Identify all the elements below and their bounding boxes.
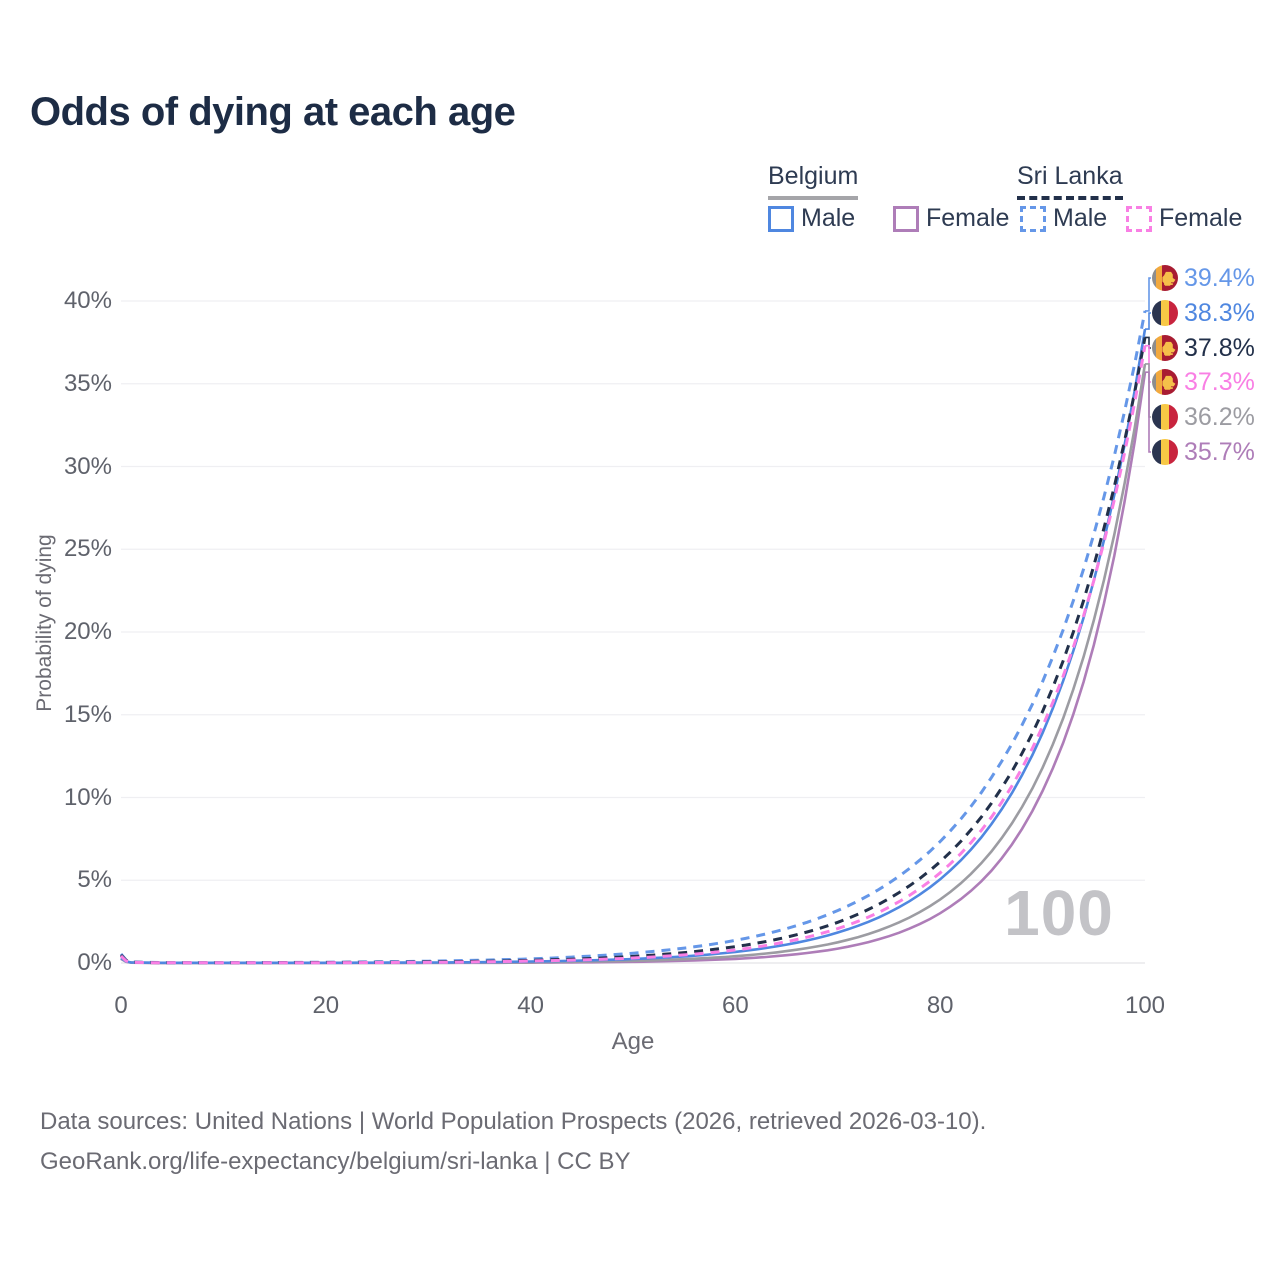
end-label-belgium-female: 35.7% — [1152, 438, 1255, 466]
series-line-belgium-male — [120, 328, 1147, 965]
belgium-flag-icon — [1152, 404, 1178, 430]
legend-group-sri-lanka[interactable]: Sri Lanka — [1017, 162, 1123, 200]
x-tick-label: 40 — [517, 992, 544, 1019]
end-label-belgium-male: 38.3% — [1152, 299, 1255, 327]
hover-age-watermark: 100 — [1004, 877, 1114, 949]
data-sources-note: Data sources: United Nations | World Pop… — [40, 1108, 987, 1135]
y-tick-label: 0% — [77, 949, 112, 976]
end-label-value: 38.3% — [1184, 299, 1255, 327]
x-tick-label: 0 — [114, 992, 128, 1019]
sri-lanka-male-swatch-icon — [1020, 205, 1046, 232]
belgium-female-swatch-icon — [893, 205, 919, 232]
end-label-leader-belgium-female — [1145, 371, 1151, 453]
y-tick-label: 25% — [63, 535, 112, 563]
x-tick-label: 20 — [312, 992, 340, 1019]
end-label-sri-lanka-male: 39.4% — [1152, 264, 1255, 292]
belgium-flag-icon — [1152, 300, 1178, 326]
series-line-sri-lanka-female — [119, 345, 1147, 965]
y-tick-label: 10% — [63, 783, 112, 811]
end-label-value: 35.7% — [1184, 438, 1255, 466]
belgium-male-swatch-icon — [768, 205, 794, 232]
y-tick-label: 35% — [63, 369, 112, 397]
series-line-sri-lanka-male — [119, 310, 1147, 965]
series-line-belgium-female — [120, 372, 1147, 965]
end-label-sri-lanka-female: 37.3% — [1152, 368, 1255, 396]
end-label-leader-sri-lanka-all — [1145, 336, 1151, 349]
y-tick-label: 20% — [63, 618, 112, 645]
x-tick-label: 60 — [722, 992, 749, 1019]
y-tick-label: 15% — [63, 700, 112, 728]
attribution-note: GeoRank.org/life-expectancy/belgium/sri-… — [40, 1148, 631, 1175]
end-label-value: 37.3% — [1184, 368, 1255, 396]
end-label-sri-lanka-all: 37.8% — [1152, 334, 1255, 362]
legend-item-belgium-female[interactable]: Female — [893, 204, 1009, 233]
y-axis-title: Probability of dying — [33, 534, 56, 712]
legend-item-sri-lanka-female[interactable]: Female — [1126, 204, 1242, 233]
legend-item-label: Female — [926, 204, 1010, 232]
sri-lanka-flag-icon — [1152, 369, 1178, 395]
end-label-leader-belgium-male — [1145, 312, 1151, 330]
legend-item-sri-lanka-male[interactable]: Male — [1020, 204, 1107, 233]
y-tick-label: 40% — [63, 287, 112, 314]
legend-item-belgium-male[interactable]: Male — [768, 204, 855, 233]
end-label-belgium-all: 36.2% — [1152, 403, 1255, 431]
page-title: Odds of dying at each age — [30, 90, 516, 134]
legend-item-label: Male — [1053, 204, 1108, 232]
x-tick-label: 100 — [1124, 992, 1166, 1019]
legend-item-label: Female — [1159, 204, 1243, 232]
belgium-flag-icon — [1152, 439, 1178, 465]
x-tick-label: 80 — [926, 992, 954, 1019]
sri-lanka-flag-icon — [1152, 335, 1178, 361]
end-label-value: 37.8% — [1184, 334, 1255, 362]
legend-item-label: Male — [801, 204, 856, 232]
end-label-value: 36.2% — [1184, 403, 1255, 431]
y-tick-label: 30% — [63, 452, 112, 480]
end-label-leader-sri-lanka-male — [1145, 277, 1151, 312]
sri-lanka-female-swatch-icon — [1126, 205, 1152, 232]
legend-group-belgium[interactable]: Belgium — [768, 162, 859, 200]
x-axis-title: Age — [611, 1028, 655, 1055]
series-line-belgium-all — [120, 363, 1147, 965]
y-tick-label: 5% — [77, 866, 112, 894]
sri-lanka-flag-icon — [1152, 265, 1178, 291]
end-label-value: 39.4% — [1184, 264, 1255, 292]
